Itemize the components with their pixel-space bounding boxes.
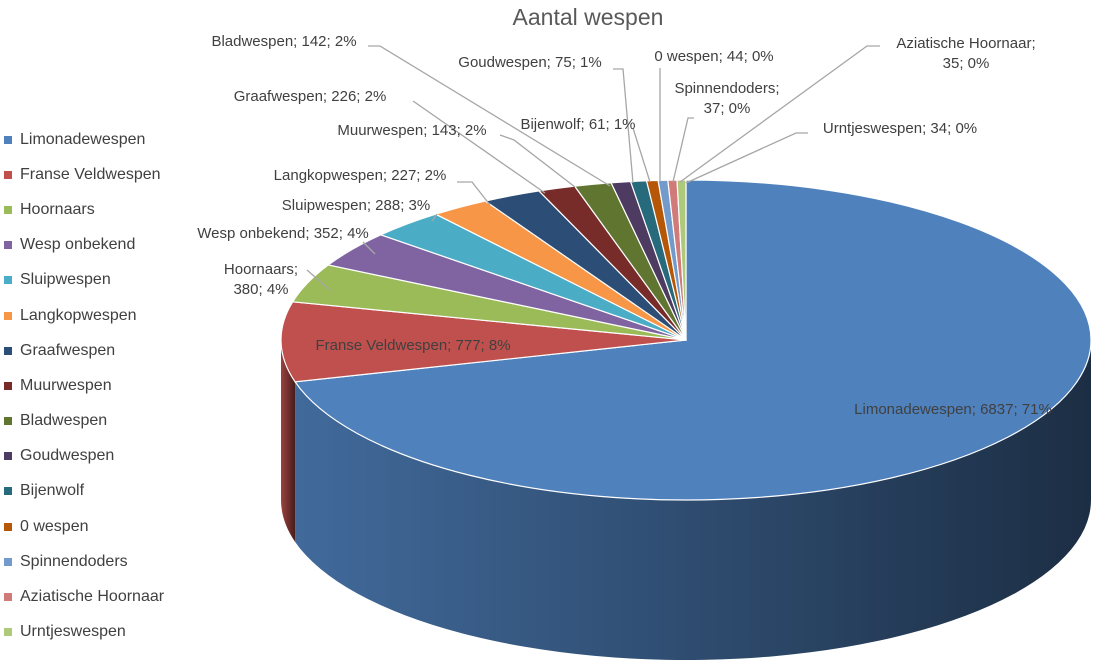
leader-line	[362, 241, 376, 255]
legend-label: 0 wespen	[20, 517, 89, 535]
legend-label: Langkopwespen	[20, 306, 137, 324]
chart-title: Aantal wespen	[512, 4, 664, 30]
data-label-sluipwespen: Sluipwespen; 288; 3%	[282, 197, 430, 214]
data-label-graafwespen: Graafwespen; 226; 2%	[234, 88, 387, 105]
legend-swatch	[4, 452, 12, 461]
data-label-langkopwespen: Langkopwespen; 227; 2%	[274, 167, 447, 184]
legend-swatch	[4, 241, 12, 250]
legend-item-spinnendoders: Spinnendoders	[4, 544, 204, 579]
leader-line	[613, 68, 634, 184]
legend-item-franse-veldwespen: Franse Veldwespen	[4, 157, 204, 192]
legend-label: Muurwespen	[20, 376, 112, 394]
legend-label: Wesp onbekend	[20, 236, 136, 254]
leader-line	[412, 100, 546, 194]
legend-item-0-wespen: 0 wespen	[4, 509, 204, 544]
legend-label: Graafwespen	[20, 341, 116, 359]
data-label-bladwespen: Bladwespen; 142; 2%	[211, 33, 356, 50]
data-label-goudwespen: Goudwespen; 75; 1%	[458, 54, 601, 71]
legend-swatch	[4, 276, 12, 285]
legend-item-wesp-onbekend: Wesp onbekend	[4, 228, 204, 263]
legend-item-bijenwolf: Bijenwolf	[4, 474, 204, 509]
data-label-limonadewespen: Limonadewespen; 6837; 71%	[854, 401, 1052, 418]
legend-label: Limonadewespen	[20, 130, 146, 148]
legend-label: Urntjeswespen	[20, 623, 126, 641]
pie-slice-urntjeswespen	[676, 179, 687, 341]
legend-swatch	[4, 593, 12, 602]
legend-item-langkopwespen: Langkopwespen	[4, 298, 204, 333]
legend-label: Goudwespen	[20, 447, 115, 465]
legend-label: Franse Veldwespen	[20, 165, 161, 183]
legend-item-goudwespen: Goudwespen	[4, 439, 204, 474]
leader-line	[632, 127, 651, 183]
data-label-hoornaars: Hoornaars; 380; 4%	[224, 261, 298, 298]
data-label-wesp-onbekend: Wesp onbekend; 352; 4%	[197, 225, 369, 242]
legend-swatch	[4, 417, 12, 426]
legend: Limonadewespen Franse Veldwespen Hoornaars…	[4, 122, 204, 650]
data-label-muurwespen: Muurwespen; 143; 2%	[337, 122, 486, 139]
leader-line	[499, 134, 576, 188]
leader-line	[431, 213, 438, 222]
legend-swatch	[4, 487, 12, 496]
leader-line	[306, 269, 331, 291]
legend-label: Bladwespen	[20, 412, 108, 430]
data-label-aziatische-hoornaar: Aziatische Hoornaar; 35; 0%	[896, 35, 1035, 72]
legend-swatch	[4, 346, 12, 355]
legend-swatch	[4, 522, 12, 531]
leader-line	[368, 45, 611, 187]
data-label-franse-veldwespen: Franse Veldwespen; 777; 8%	[315, 337, 510, 354]
legend-item-bladwespen: Bladwespen	[4, 404, 204, 439]
legend-item-graafwespen: Graafwespen	[4, 333, 204, 368]
legend-item-limonadewespen: Limonadewespen	[4, 122, 204, 157]
leader-line	[685, 132, 808, 184]
legend-label: Aziatische Hoornaar	[20, 588, 165, 606]
pie-side-franse-veldwespen	[281, 340, 296, 542]
legend-swatch	[4, 311, 12, 320]
legend-label: Spinnendoders	[20, 552, 128, 570]
pie-slice-franse-veldwespen	[280, 301, 687, 383]
legend-item-urntjeswespen: Urntjeswespen	[4, 615, 204, 650]
leader-line	[457, 181, 491, 206]
leader-line	[672, 117, 694, 183]
pie-slice-limonadewespen	[294, 179, 1092, 501]
legend-label: Hoornaars	[20, 200, 95, 218]
legend-item-sluipwespen: Sluipwespen	[4, 263, 204, 298]
legend-item-hoornaars: Hoornaars	[4, 192, 204, 227]
legend-swatch	[4, 381, 12, 390]
legend-swatch	[4, 135, 12, 144]
legend-item-aziatische-hoornaar: Aziatische Hoornaar	[4, 579, 204, 614]
data-label-bijenwolf: Bijenwolf; 61; 1%	[520, 116, 635, 133]
legend-item-muurwespen: Muurwespen	[4, 368, 204, 403]
legend-swatch	[4, 628, 12, 637]
pie-slices	[280, 179, 1092, 501]
data-label-urntjeswespen: Urntjeswespen; 34; 0%	[823, 120, 977, 137]
leader-line	[679, 45, 880, 183]
data-label-spinnendoders: Spinnendoders; 37; 0%	[674, 80, 779, 117]
data-labels: Limonadewespen; 6837; 71% Franse Veldwesp…	[197, 33, 1052, 418]
legend-label: Bijenwolf	[20, 482, 85, 500]
legend-swatch	[4, 170, 12, 179]
data-label-0-wespen: 0 wespen; 44; 0%	[654, 48, 773, 65]
legend-swatch	[4, 557, 12, 566]
legend-swatch	[4, 205, 12, 214]
legend-label: Sluipwespen	[20, 271, 111, 289]
